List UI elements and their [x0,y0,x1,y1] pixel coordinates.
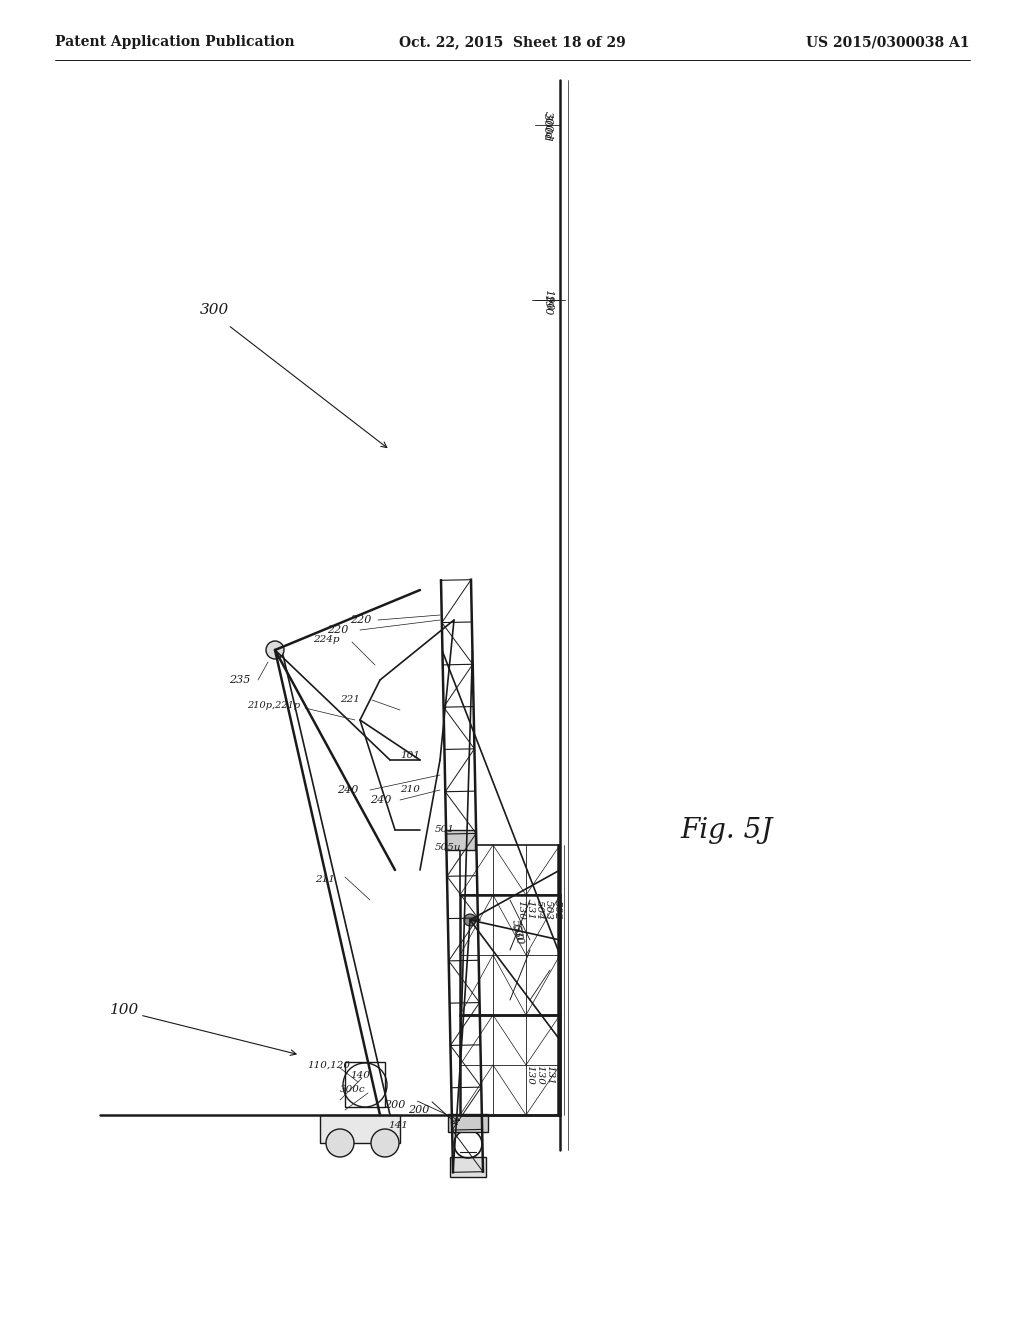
Text: 221: 221 [340,696,360,705]
Text: 300c: 300c [340,1085,366,1094]
Text: US 2015/0300038 A1: US 2015/0300038 A1 [807,36,970,49]
Text: 505u: 505u [435,843,462,853]
Text: Fig. 5J: Fig. 5J [680,817,772,843]
Bar [445,830,475,850]
Circle shape [464,913,476,927]
Circle shape [266,642,284,659]
Text: 235: 235 [228,675,250,685]
Text: 503: 503 [544,900,553,920]
Text: 141: 141 [388,1121,408,1130]
Text: 300d: 300d [542,112,552,141]
Text: 240: 240 [370,795,391,805]
Text: 200: 200 [384,1100,406,1110]
Text: Oct. 22, 2015  Sheet 18 of 29: Oct. 22, 2015 Sheet 18 of 29 [398,36,626,49]
Text: 140: 140 [350,1071,370,1080]
Text: 211: 211 [315,875,335,884]
Bar [449,1114,488,1133]
Text: 130: 130 [516,900,525,920]
Text: 300d: 300d [543,111,553,139]
Text: 501: 501 [435,825,455,834]
Text: 504: 504 [535,900,544,920]
Text: Patent Application Publication: Patent Application Publication [55,36,295,49]
Text: 110,120: 110,120 [307,1060,350,1069]
Text: 530: 530 [510,919,523,941]
Text: 130: 130 [525,1065,535,1085]
Bar [450,1158,486,1177]
Text: 530: 530 [510,924,525,946]
Text: 190: 190 [542,294,552,315]
Bar [460,895,560,1015]
Text: 220: 220 [327,624,348,635]
Text: 220: 220 [350,615,372,624]
Text: 210p,221p: 210p,221p [247,701,300,710]
Bar [460,845,560,895]
Text: 190: 190 [543,289,553,310]
Bar [460,1015,560,1115]
Text: 300: 300 [200,304,229,317]
Text: 131: 131 [546,1065,555,1085]
Text: 101: 101 [400,751,420,759]
Text: 200: 200 [408,1105,429,1115]
Text: 224p: 224p [313,635,340,644]
Bar [319,1115,400,1143]
Text: 131: 131 [525,900,535,920]
Text: 502: 502 [553,900,561,920]
Text: 240: 240 [337,785,358,795]
Text: 100: 100 [110,1003,139,1016]
Text: 210: 210 [400,785,420,795]
Circle shape [326,1129,354,1158]
Text: 130: 130 [536,1065,545,1085]
Bar [345,1063,385,1107]
Circle shape [371,1129,399,1158]
